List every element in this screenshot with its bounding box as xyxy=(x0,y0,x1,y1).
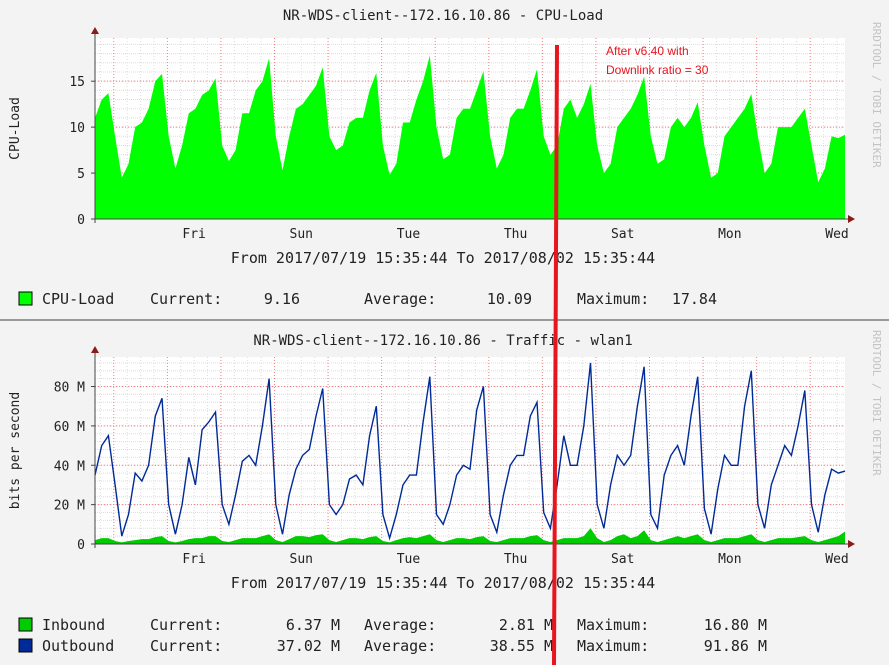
y-tick-label: 60 M xyxy=(54,420,85,435)
legend-current-value: 6.37 M xyxy=(286,616,340,634)
legend-name: Outbound xyxy=(42,637,114,655)
watermark-bottom: RRDTOOL / TOBI OETIKER xyxy=(870,330,883,476)
y-axis-label: bits per second xyxy=(8,392,23,509)
legend-swatch xyxy=(18,638,33,653)
legend-current-label: Current: xyxy=(150,616,222,634)
legend-current-label: Current: xyxy=(150,290,222,308)
x-tick-label: Tue xyxy=(397,552,421,567)
legend-name: CPU-Load xyxy=(42,290,114,308)
legend-average-label: Average: xyxy=(364,290,436,308)
legend-swatch xyxy=(18,291,33,306)
x-tick-label: Sun xyxy=(290,227,313,242)
x-tick-label: Thu xyxy=(504,227,527,242)
y-tick-label: 20 M xyxy=(54,499,85,514)
x-tick-label: Thu xyxy=(504,552,527,567)
legend-average-value: 38.55 M xyxy=(490,637,553,655)
x-axis-arrow-icon xyxy=(848,215,855,223)
y-axis-arrow-icon xyxy=(91,346,99,353)
chart-title: NR-WDS-client--172.16.10.86 - Traffic - … xyxy=(253,333,632,349)
y-axis-arrow-icon xyxy=(91,27,99,34)
annotation-line2: Downlink ratio = 30 xyxy=(606,63,709,77)
y-tick-label: 0 xyxy=(77,213,85,228)
legend-average-value: 10.09 xyxy=(487,290,532,308)
x-tick-label: Fri xyxy=(182,552,205,567)
time-range: From 2017/07/19 15:35:44 To 2017/08/02 1… xyxy=(231,249,655,267)
y-tick-label: 80 M xyxy=(54,381,85,396)
annotation-red-line xyxy=(552,44,559,665)
x-tick-label: Fri xyxy=(182,227,205,242)
series-area-cpu-load xyxy=(95,55,845,219)
traffic-chart: 0 20 M 40 M 60 M 80 M Fri Sun Tue Thu Sat Mon Wed NR… xyxy=(8,333,855,655)
legend-swatch xyxy=(18,617,33,632)
x-tick-label: Sat xyxy=(611,552,634,567)
y-axis-label: CPU-Load xyxy=(8,97,23,160)
legend-average-value: 2.81 M xyxy=(499,616,553,634)
time-range: From 2017/07/19 15:35:44 To 2017/08/02 1… xyxy=(231,574,655,592)
x-tick-label: Sun xyxy=(290,552,313,567)
legend-name: Inbound xyxy=(42,616,105,634)
cpu-load-chart: 0 5 10 15 Fri Sun Tue Thu Sat Mon Wed NR-WDS-client… xyxy=(8,8,855,308)
annotation-line1: After v6.40 with xyxy=(606,44,689,58)
x-tick-label: Wed xyxy=(825,552,848,567)
x-tick-label: Sat xyxy=(611,227,634,242)
legend-current-value: 9.16 xyxy=(264,290,300,308)
legend-current-label: Current: xyxy=(150,637,222,655)
legend-maximum-label: Maximum: xyxy=(577,637,649,655)
chart-title: NR-WDS-client--172.16.10.86 - CPU-Load xyxy=(283,8,603,24)
legend-average-label: Average: xyxy=(364,637,436,655)
legend-maximum-label: Maximum: xyxy=(577,290,649,308)
watermark-top: RRDTOOL / TOBI OETIKER xyxy=(870,22,883,168)
y-tick-label: 15 xyxy=(69,75,85,90)
series-line-outbound xyxy=(94,362,846,541)
y-tick-label: 0 xyxy=(77,538,85,553)
x-axis-arrow-icon xyxy=(848,540,855,548)
x-tick-label: Wed xyxy=(825,227,848,242)
series-area-inbound xyxy=(95,528,845,544)
y-tick-label: 40 M xyxy=(54,459,85,474)
legend-maximum-value: 91.86 M xyxy=(704,637,767,655)
x-tick-label: Tue xyxy=(397,227,421,242)
y-tick-label: 10 xyxy=(69,121,85,136)
legend-maximum-label: Maximum: xyxy=(577,616,649,634)
legend-maximum-value: 16.80 M xyxy=(704,616,767,634)
legend-average-label: Average: xyxy=(364,616,436,634)
y-tick-label: 5 xyxy=(77,167,85,182)
legend-maximum-value: 17.84 xyxy=(672,290,717,308)
x-tick-label: Mon xyxy=(718,552,741,567)
x-tick-label: Mon xyxy=(718,227,741,242)
legend-current-value: 37.02 M xyxy=(277,637,340,655)
